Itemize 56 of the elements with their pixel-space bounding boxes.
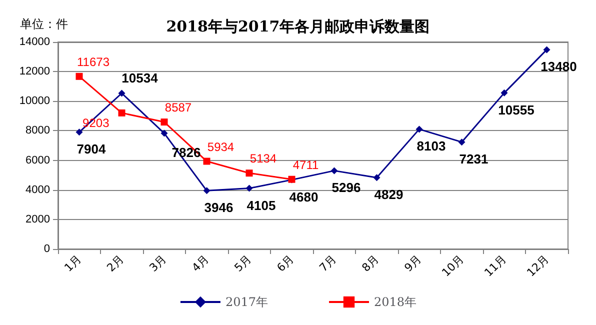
data-label: 3946 [204,200,234,216]
text: 单位：件 [20,17,68,31]
x-tick-label: 7月 [316,252,339,274]
data-label: 10534 [122,70,159,86]
data-label: 7231 [459,152,488,167]
data-label: 7904 [76,142,106,157]
point [76,128,83,136]
point [118,90,126,97]
point [160,118,168,126]
data-label: 5296 [332,180,361,196]
y-tick-label: 6000 [26,154,50,166]
y-tick-label: 8000 [26,124,50,137]
x-tick-label: 11月 [482,252,509,280]
data-label: 13480 [540,59,577,74]
point [76,72,83,80]
legend-label: 2017年 [225,295,268,309]
point [543,46,550,54]
y-tick-label: 10000 [19,95,50,108]
point [500,89,508,96]
point [458,138,466,146]
point [118,109,126,116]
data-label: 8587 [164,100,192,115]
point [416,126,423,133]
y-tick-label: 0 [44,243,50,255]
y-tick-label: 4000 [26,184,50,196]
x-tick-label: 1月 [62,252,84,274]
data-label: 11673 [77,54,110,69]
y-tick-label: 12000 [19,66,50,78]
data-label: 5934 [207,140,234,154]
x-tick-label: 2月 [104,252,126,274]
x-tick-label: 3月 [146,252,169,274]
x-tick-label: 6月 [274,252,296,274]
point [160,130,168,137]
x-tick-label: 12月 [524,252,552,280]
y-tick-label: 14000 [19,36,50,48]
x-tick-label: 10月 [439,252,466,280]
data-label: 5134 [250,152,277,166]
legend-label: 2018年 [374,295,417,309]
point [246,170,253,177]
x-tick-label: 8月 [359,252,382,274]
x-tick-label: 5月 [232,252,254,274]
point [373,174,380,182]
data-label: 4105 [246,198,276,213]
data-label: 10555 [498,102,534,118]
point [203,158,210,165]
chart-title: 2018年与2017年各月邮政申诉数量图 [166,18,430,36]
x-tick-label: 4月 [189,252,212,274]
data-label: 8103 [416,138,446,154]
point [246,184,253,192]
data-label: 4829 [374,187,404,202]
data-label: 4711 [292,158,319,172]
data-label: 4680 [289,189,318,204]
point [330,167,338,174]
y-tick-label: 2000 [26,213,50,226]
point [203,187,210,194]
x-tick-label: 9月 [402,252,424,274]
